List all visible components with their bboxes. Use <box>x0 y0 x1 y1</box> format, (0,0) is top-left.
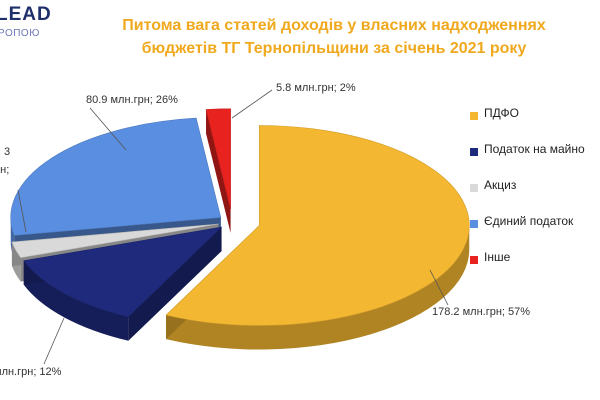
data-label-single-tax: 80.9 млн.грн; 26% <box>86 94 178 106</box>
data-label-pdfo: 178.2 млн.грн; 57% <box>432 306 531 318</box>
pie-slice-1 <box>23 226 223 341</box>
pie-slice-wall <box>23 260 129 341</box>
legend-swatch <box>470 112 478 120</box>
leader-line-2 <box>17 189 27 233</box>
pie-slice-cut-face <box>206 109 231 233</box>
leader-line-3 <box>89 107 127 151</box>
chart-title-line-2: бюджетів ТГ Тернопільщини за січень 2021… <box>141 40 527 57</box>
legend-label: Єдиний податок <box>484 214 574 228</box>
leader-line-4 <box>231 89 273 119</box>
legend-swatch <box>470 256 478 264</box>
legend-label: ПДФО <box>484 106 519 120</box>
legend-swatch <box>470 220 478 228</box>
pie-slice-wall <box>166 225 470 350</box>
data-label-other: 5.8 млн.грн; 2% <box>276 82 356 94</box>
lead-logo: LEAD РОПОЮ <box>0 4 66 50</box>
data-label-property-tax: млн.грн; 12% <box>0 366 62 378</box>
legend-label: Інше <box>484 250 511 264</box>
legend-swatch <box>470 148 478 156</box>
chart-title: Питома вага статей доходів у власних над… <box>64 14 600 60</box>
pie-slice-cut-face <box>128 227 222 341</box>
chart-title-line-1: Питома вага статей доходів у власних над… <box>122 17 546 34</box>
pie-slice-4 <box>205 108 231 233</box>
pie-slice-0 <box>165 125 470 350</box>
pie-slice-top <box>205 108 231 209</box>
data-label-excise-unit: рн; <box>0 164 10 176</box>
pie-slice-top <box>165 125 470 326</box>
leader-line-0 <box>429 269 449 306</box>
legend-label: Податок на майно <box>484 142 585 156</box>
data-label-excise: 3 <box>4 146 11 158</box>
pie-slice-top <box>23 226 223 318</box>
pie-slice-top <box>11 223 219 258</box>
legend-swatch <box>470 184 478 192</box>
leader-line-1 <box>43 317 65 365</box>
pie-slice-top <box>10 117 222 236</box>
legend-label: Акциз <box>484 178 517 192</box>
logo-wordmark: LEAD <box>0 4 52 25</box>
logo-tagline: РОПОЮ <box>0 28 40 39</box>
